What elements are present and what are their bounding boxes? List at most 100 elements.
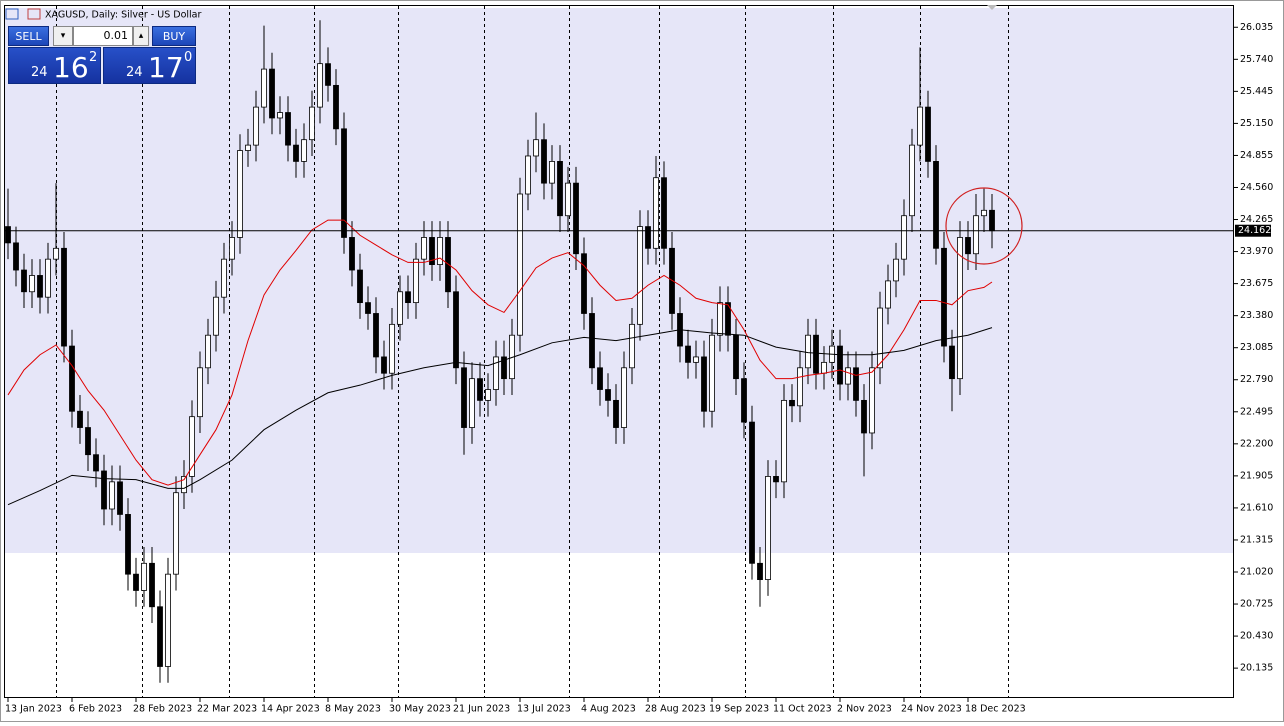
- candle-body: [389, 323, 395, 374]
- candle-body: [21, 269, 27, 293]
- candle-body: [45, 258, 51, 298]
- candle-body: [357, 269, 363, 304]
- volume-down[interactable]: ▾: [53, 26, 73, 46]
- candle-body: [117, 481, 123, 515]
- candle-body: [317, 63, 323, 108]
- x-tick-label: 4 Aug 2023: [581, 704, 636, 715]
- candle-body: [797, 367, 803, 407]
- candle-body: [269, 68, 275, 119]
- volume-input[interactable]: 0.01: [73, 26, 133, 46]
- candle-body: [301, 139, 307, 162]
- y-tick-label: 23.970: [1240, 246, 1273, 257]
- plot-frame: [4, 5, 1234, 698]
- candle-body: [109, 481, 115, 510]
- y-tick-label: 22.200: [1240, 438, 1273, 449]
- candle-body: [189, 416, 195, 477]
- candle-body: [325, 63, 331, 86]
- candle-body: [661, 177, 667, 249]
- candle-body: [869, 367, 875, 434]
- y-tick-label: 24.265: [1240, 214, 1273, 225]
- candle-body: [637, 226, 643, 325]
- trade-panel: SELL ▾ 0.01 ▴ BUY 24 16 2 24 17 0: [8, 26, 196, 84]
- candle-body: [741, 378, 747, 423]
- candle-body: [381, 356, 387, 374]
- candle-body: [349, 237, 355, 271]
- volume-up[interactable]: ▴: [133, 26, 149, 46]
- menu-icon[interactable]: [5, 8, 19, 20]
- candle-body: [397, 291, 403, 325]
- current-price-box: [1235, 224, 1271, 237]
- candle-body: [725, 302, 731, 336]
- y-tick-label: 22.790: [1240, 374, 1273, 385]
- candle-body: [901, 215, 907, 260]
- candle-body: [949, 345, 955, 380]
- sell-button[interactable]: SELL: [8, 26, 49, 46]
- shift-marker: [987, 5, 997, 10]
- candle-body: [173, 492, 179, 575]
- candle-body: [525, 155, 531, 195]
- bid-big: 16: [53, 51, 89, 84]
- x-tick-label: 19 Sep 2023: [709, 704, 769, 715]
- candle-body: [333, 84, 339, 130]
- candle-body: [485, 389, 491, 401]
- candle-body: [229, 237, 235, 260]
- candle-body: [341, 128, 347, 238]
- bid-box[interactable]: 24 16 2: [8, 47, 101, 84]
- candle-body: [989, 209, 995, 232]
- candle-body: [69, 345, 75, 412]
- candle-body: [965, 237, 971, 255]
- x-tick-label: 8 May 2023: [325, 704, 381, 715]
- candle-body: [253, 106, 259, 146]
- candle-body: [565, 182, 571, 217]
- candle-body: [845, 367, 851, 385]
- buy-button[interactable]: BUY: [152, 26, 196, 46]
- candle-body: [709, 334, 715, 412]
- y-tick-label: 21.905: [1240, 470, 1273, 481]
- candle-body: [853, 367, 859, 401]
- candle-body: [85, 427, 91, 456]
- candle-body: [605, 389, 611, 401]
- moving-average: [7, 219, 993, 486]
- candle-body: [221, 258, 227, 298]
- symbol-icon[interactable]: [27, 8, 41, 20]
- candle-body: [285, 112, 291, 146]
- ask-lead: 24: [126, 65, 143, 80]
- candle-body: [837, 345, 843, 385]
- bid-small: 2: [89, 50, 98, 65]
- candle-body: [597, 367, 603, 390]
- candle-body: [581, 253, 587, 314]
- candle-body: [749, 421, 755, 564]
- candle-body: [981, 209, 987, 217]
- current-price-label: 24.162: [1238, 225, 1271, 236]
- candle-body: [53, 247, 59, 260]
- y-tick-label: 24.560: [1240, 182, 1273, 193]
- candle-body: [805, 334, 811, 369]
- candle-body: [469, 378, 475, 428]
- candle-body: [781, 399, 787, 483]
- candle-body: [77, 410, 83, 428]
- candle-body: [573, 182, 579, 255]
- candle-body: [61, 247, 67, 347]
- x-tick-label: 28 Feb 2023: [133, 704, 192, 715]
- candle-body: [629, 323, 635, 369]
- candle-body: [461, 367, 467, 428]
- candle-body: [925, 106, 931, 162]
- candle-body: [213, 296, 219, 336]
- y-tick-label: 23.380: [1240, 310, 1273, 321]
- candle-body: [149, 562, 155, 608]
- x-tick-label: 14 Apr 2023: [261, 704, 320, 715]
- candle-body: [477, 378, 483, 401]
- candle-body: [141, 562, 147, 591]
- candle-body: [549, 161, 555, 184]
- candle-body: [645, 226, 651, 249]
- ask-small: 0: [184, 50, 193, 65]
- candle-body: [29, 275, 35, 293]
- candle-body: [237, 150, 243, 238]
- candle-body: [309, 106, 315, 141]
- moving-average: [7, 327, 993, 506]
- y-tick-label: 23.085: [1240, 342, 1273, 353]
- x-tick-label: 13 Jul 2023: [517, 704, 571, 715]
- ask-box[interactable]: 24 17 0: [103, 47, 196, 84]
- y-tick-label: 22.495: [1240, 406, 1273, 417]
- candle-body: [157, 606, 163, 667]
